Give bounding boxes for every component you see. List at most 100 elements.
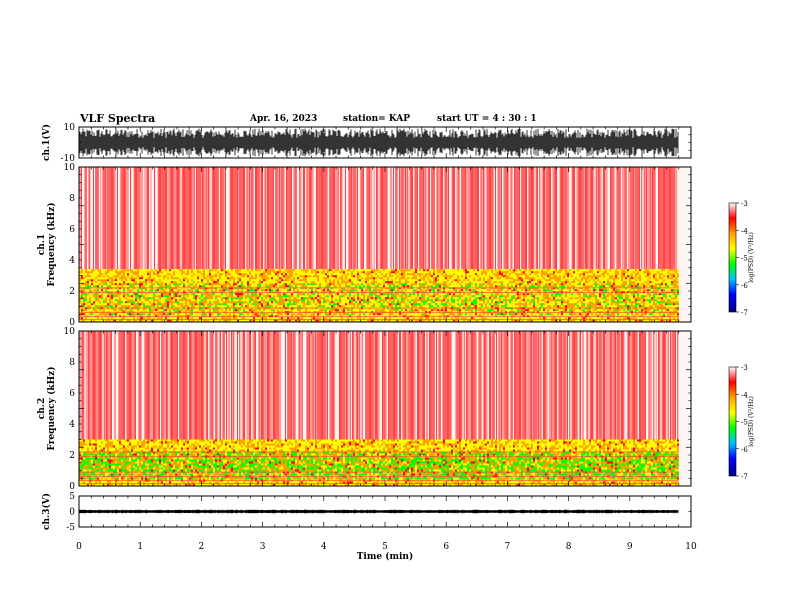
y-tick-label: -5 <box>66 523 75 533</box>
spectrogram-red-cells <box>135 293 661 296</box>
ch2-spectrogram <box>78 331 691 486</box>
spectrogram-yellow-cells <box>79 481 671 484</box>
y-tick-label: 0 <box>69 482 75 492</box>
y-tick-label: 10 <box>64 123 76 133</box>
x-tick-label: 10 <box>685 542 697 552</box>
spectrogram-yellow-cells <box>83 295 679 298</box>
colorbar-tick-label: -3 <box>741 200 748 208</box>
ch2-frequency-axis-label: Frequency (kHz) <box>46 366 57 450</box>
y-tick-label: 0 <box>69 508 75 518</box>
spectrogram-yellow-cells <box>79 289 671 292</box>
colorbar-tick-label: -5 <box>741 419 748 427</box>
spectrogram-yellow-cells <box>83 469 679 472</box>
ch1-frequency-axis-label: ch.1 <box>37 234 47 255</box>
ch1-voltage-axis-label: ch.1(V) <box>41 124 52 161</box>
ch1-waveform-trace <box>79 128 679 157</box>
y-tick-label: 10 <box>64 327 76 337</box>
spectrogram-yellow-cells <box>81 451 679 454</box>
spectrogram-green-cells <box>79 473 679 476</box>
colorbar-tick-label: -4 <box>741 391 748 399</box>
spectrogram-streaks <box>80 167 675 270</box>
spectrogram-green-cells <box>105 283 673 286</box>
spectrogram-green-cells <box>79 469 675 472</box>
colorbar-tick-label: -5 <box>741 255 748 263</box>
spectrogram-yellow-cells <box>113 467 657 470</box>
spectrogram-red-cells <box>81 313 679 316</box>
spectrogram-red-cells <box>81 297 663 300</box>
spectrogram-red-cells <box>161 481 663 484</box>
x-axis-label: Time (min) <box>357 551 414 562</box>
colorbar <box>728 202 737 313</box>
spectrogram-yellow-cells <box>85 313 677 316</box>
date-label: Apr. 16, 2023 <box>250 114 318 124</box>
spectrogram-yellow-cells <box>79 439 677 442</box>
spectrogram-yellow-cells <box>81 279 679 282</box>
spectrogram-red-cells <box>109 461 673 464</box>
spectrogram-yellow-cells <box>85 441 679 444</box>
colorbar-tick-label: -4 <box>741 227 748 235</box>
spectrogram-yellow-cells <box>79 483 679 486</box>
y-tick-label: 6 <box>69 389 75 399</box>
x-tick-label: 5 <box>382 542 388 552</box>
y-tick-label: -10 <box>61 154 76 164</box>
y-tick-label: 2 <box>69 287 75 297</box>
spectrogram-yellow-cells <box>79 275 677 278</box>
x-tick-label: 4 <box>321 542 327 552</box>
ch3-voltage-axis-label: ch.3(V) <box>41 493 52 530</box>
spectrogram-red-cells <box>91 283 667 286</box>
spectrogram-green-cells <box>81 295 677 298</box>
spectrogram-green-cells <box>81 459 679 462</box>
spectrogram-green-cells <box>85 457 665 460</box>
spectrogram-green-cells <box>83 455 679 458</box>
colorbar <box>728 366 737 477</box>
x-tick-label: 6 <box>443 542 449 552</box>
spectrogram-yellow-cells <box>79 293 673 296</box>
ch1-spectrogram <box>79 167 691 322</box>
spectrogram-yellow-cells <box>91 287 679 290</box>
y-tick-label: 4 <box>69 256 75 266</box>
colorbar-tick-label: -7 <box>741 309 748 317</box>
spectrogram-yellow-cells <box>83 271 679 274</box>
station-label: station= KAP <box>343 114 411 124</box>
spectrogram-red-cells <box>91 279 533 282</box>
x-tick-label: 9 <box>627 542 633 552</box>
spectrogram-green-cells <box>83 461 675 464</box>
colorbar-tick-label: -6 <box>741 446 748 454</box>
colorbar-tick-label: -6 <box>741 282 748 290</box>
y-tick-label: 4 <box>69 420 75 430</box>
x-tick-label: 8 <box>566 542 572 552</box>
y-tick-label: 0 <box>69 318 75 328</box>
y-tick-label: 8 <box>69 194 75 204</box>
spectrogram-yellow-cells <box>85 277 679 280</box>
spectrogram-green-cells <box>87 285 669 288</box>
y-tick-label: 6 <box>69 225 75 235</box>
ch1-frequency-axis-label: Frequency (kHz) <box>46 202 57 286</box>
start-time-label: start UT = 4 : 30 : 1 <box>437 114 537 124</box>
spectrogram-red-cells <box>83 303 675 306</box>
spectrogram-green-cells <box>91 313 665 316</box>
x-tick-label: 3 <box>260 542 266 552</box>
spectrogram-yellow-cells <box>79 281 671 284</box>
figure-title: VLF Spectra <box>80 112 156 125</box>
spectrogram-yellow-cells <box>81 299 679 302</box>
spectrogram-yellow-cells <box>83 317 677 320</box>
spectrogram-yellow-cells <box>79 309 673 312</box>
ch3-waveform-trace <box>79 509 679 514</box>
spectrogram-green-cells <box>81 467 667 470</box>
spectrogram-green-cells <box>83 453 677 456</box>
ch2-frequency-axis-label: ch.2 <box>37 398 47 419</box>
spectrogram-yellow-cells <box>79 449 677 452</box>
spectrogram-green-cells <box>97 289 679 292</box>
spectrogram-yellow-cells <box>79 273 677 276</box>
spectrogram-red-cells <box>95 447 671 450</box>
spectrogram-green-cells <box>83 299 669 302</box>
spectrogram-green-cells <box>83 293 679 296</box>
y-tick-label: 2 <box>69 451 75 461</box>
colorbar-tick-label: -7 <box>741 473 748 481</box>
spectrogram-yellow-cells <box>95 471 675 474</box>
spectrogram-yellow-cells <box>81 285 673 288</box>
spectrogram-red-cells <box>101 289 673 292</box>
spectrogram-green-cells <box>83 297 655 300</box>
spectrogram-red-cells <box>157 271 599 274</box>
spectrogram-yellow-cells <box>85 475 671 478</box>
